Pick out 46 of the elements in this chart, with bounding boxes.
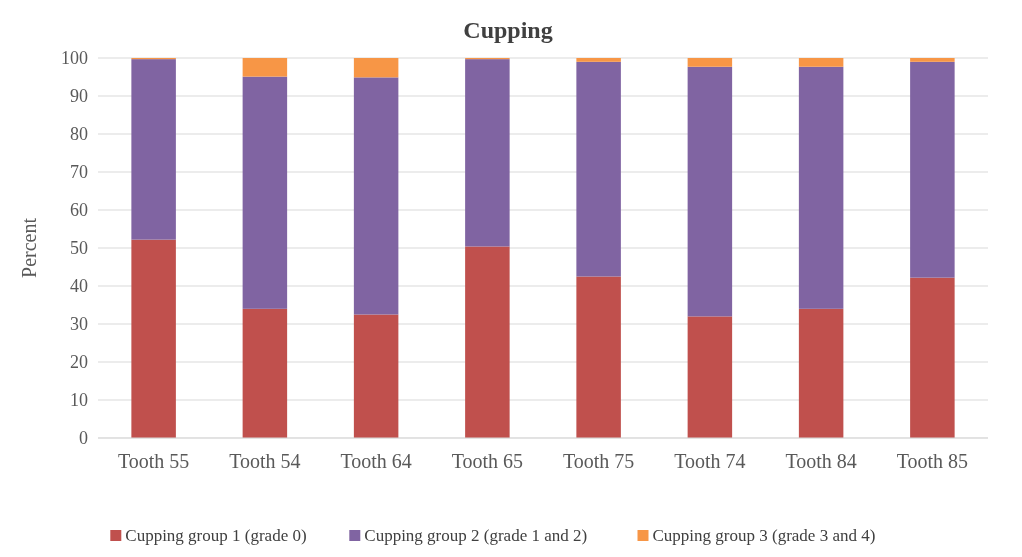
bar (353, 77, 399, 315)
bar (353, 314, 399, 438)
x-tick-label: Tooth 85 (896, 450, 969, 472)
x-tick-label: Tooth 75 (562, 450, 635, 472)
y-tick-label: 70 (70, 162, 88, 183)
bar (687, 316, 733, 438)
bar (242, 76, 288, 309)
bar (576, 61, 621, 277)
bar (798, 308, 844, 438)
legend-label: Cupping group 2 (grade 1 and 2) (364, 526, 588, 545)
y-tick-label: 50 (70, 238, 88, 259)
x-tick-label: Tooth 64 (340, 450, 412, 472)
bar (131, 239, 176, 438)
y-axis-title: Percent (18, 217, 40, 278)
x-tick-label: Tooth 74 (674, 450, 746, 472)
bar (465, 246, 510, 438)
x-tick-label: Tooth 55 (117, 450, 190, 472)
bar (687, 58, 733, 67)
x-tick-label: Tooth 54 (229, 450, 301, 472)
y-tick-label: 30 (70, 314, 88, 335)
legend-label: Cupping group 3 (grade 3 and 4) (652, 526, 876, 545)
bar (798, 66, 844, 309)
y-tick-label: 80 (70, 124, 88, 145)
y-tick-label: 60 (70, 200, 88, 221)
y-tick-label: 10 (70, 390, 88, 411)
bar (131, 59, 176, 240)
bar (687, 66, 733, 317)
y-tick-label: 0 (79, 428, 88, 449)
bar (910, 61, 955, 278)
bar (576, 58, 621, 62)
bar (910, 277, 955, 438)
y-tick-label: 90 (70, 86, 88, 107)
x-tick-label: Tooth 84 (785, 450, 857, 472)
bar (798, 58, 844, 67)
bar (910, 58, 955, 62)
bar (465, 59, 510, 247)
y-tick-label: 40 (70, 276, 88, 297)
y-tick-label: 20 (70, 352, 88, 373)
x-tick-label: Tooth 65 (451, 450, 524, 472)
chart-title: Cupping (463, 17, 553, 43)
bar (576, 276, 621, 438)
bar (242, 58, 288, 77)
y-tick-label: 100 (61, 48, 88, 69)
legend-label: Cupping group 1 (grade 0) (125, 526, 307, 545)
bar (242, 308, 288, 438)
bar (353, 58, 399, 78)
